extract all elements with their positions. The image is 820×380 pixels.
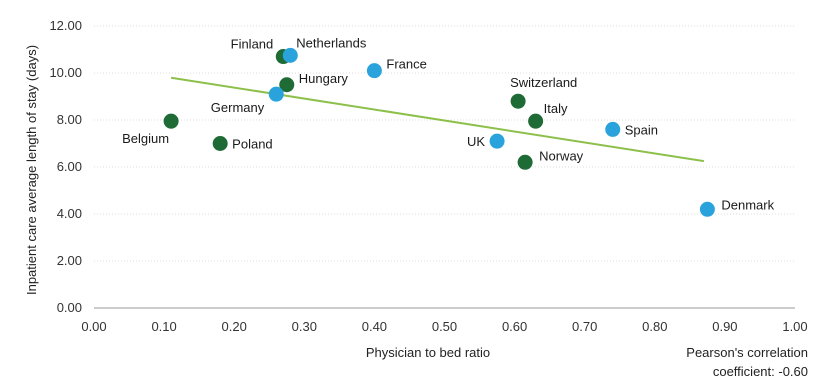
point-label: France: [386, 57, 426, 72]
x-tick-label: 0.80: [642, 319, 667, 334]
data-point-netherlands: [282, 47, 298, 63]
data-point-norway: [517, 154, 533, 170]
y-tick-label: 10.00: [49, 65, 82, 80]
trend-line: [170, 76, 705, 163]
x-tick-label: 0.00: [81, 319, 106, 334]
trendline: [170, 76, 705, 163]
point-label: Finland: [231, 37, 274, 52]
x-tick-label: 0.60: [502, 319, 527, 334]
y-axis-ticks: 0.00 2.00 4.00 6.00 8.00 10.00 12.00: [49, 18, 82, 315]
gridlines: [94, 25, 795, 262]
point-labels: Finland Netherlands France Hungary Germany Be…: [122, 35, 774, 212]
data-point-belgium: [163, 113, 179, 129]
x-tick-label: 0.40: [362, 319, 387, 334]
point-label: Poland: [232, 137, 272, 152]
x-axis-ticks: 0.00 0.10 0.20 0.30 0.40 0.50 0.60 0.70 0.80 0.90…: [81, 319, 807, 334]
point-label: Germany: [211, 100, 265, 115]
data-point-switzerland: [510, 93, 526, 109]
point-label: Netherlands: [296, 35, 367, 50]
x-tick-label: 0.30: [292, 319, 317, 334]
data-point-hungary: [279, 77, 295, 93]
x-tick-label: 0.10: [151, 319, 176, 334]
annotation-line-2: coefficient: -0.60: [713, 364, 808, 379]
data-point-france: [366, 63, 382, 79]
point-label: Switzerland: [510, 75, 577, 90]
data-point-uk: [489, 133, 505, 149]
point-label: Italy: [544, 101, 568, 116]
y-tick-label: 6.00: [57, 159, 82, 174]
y-tick-label: 12.00: [49, 18, 82, 33]
point-label: Denmark: [721, 197, 774, 212]
x-tick-label: 0.70: [572, 319, 597, 334]
data-point-germany: [268, 86, 284, 102]
point-label: Norway: [539, 148, 584, 163]
annotation-line-1: Pearson's correlation: [686, 345, 808, 360]
x-tick-label: 0.20: [222, 319, 247, 334]
point-label: UK: [467, 134, 485, 149]
y-tick-label: 0.00: [57, 300, 82, 315]
data-point-poland: [212, 136, 228, 151]
y-tick-label: 4.00: [57, 206, 82, 221]
point-label: Hungary: [299, 71, 349, 86]
data-points: [163, 47, 715, 217]
x-axis-title: Physician to bed ratio: [366, 345, 490, 360]
x-tick-label: 0.50: [432, 319, 457, 334]
y-tick-label: 2.00: [57, 253, 82, 268]
y-tick-label: 8.00: [57, 112, 82, 127]
data-point-denmark: [699, 201, 715, 217]
data-point-italy: [528, 113, 544, 129]
x-tick-label: 0.90: [712, 319, 737, 334]
data-point-spain: [605, 121, 621, 137]
point-label: Spain: [625, 122, 658, 137]
x-tick-label: 1.00: [782, 319, 807, 334]
y-axis-title: Inpatient care average length of stay (d…: [24, 45, 39, 295]
point-label: Belgium: [122, 131, 169, 146]
